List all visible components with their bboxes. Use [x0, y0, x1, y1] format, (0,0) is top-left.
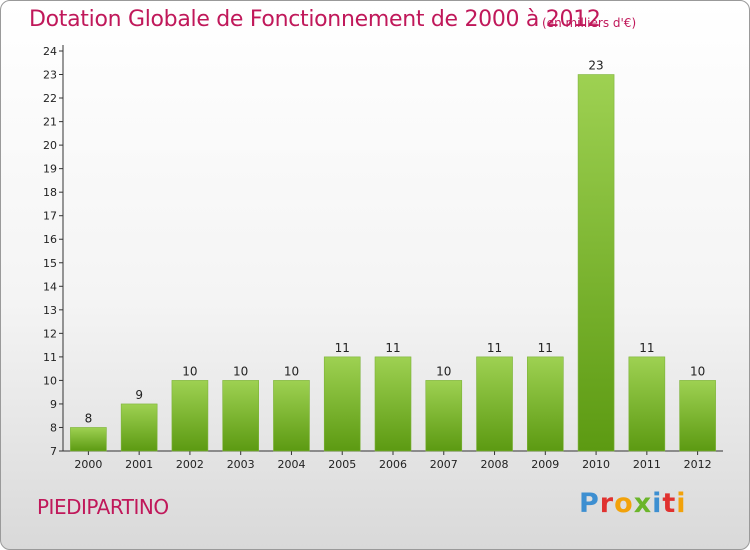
bar — [171, 380, 209, 452]
bar — [425, 380, 463, 452]
y-tick-label: 11 — [43, 351, 57, 364]
y-tick-label: 9 — [50, 398, 57, 411]
y-tick-label: 18 — [43, 186, 57, 199]
data-label: 11 — [487, 341, 502, 355]
y-tick-label: 21 — [43, 116, 57, 129]
x-tick-label: 2008 — [481, 458, 509, 471]
logo-letter: i — [652, 488, 663, 519]
y-tick-label: 10 — [43, 374, 57, 387]
x-tick-label: 2006 — [379, 458, 407, 471]
x-tick-label: 2002 — [176, 458, 204, 471]
data-label: 10 — [182, 364, 197, 378]
x-tick-label: 2007 — [430, 458, 458, 471]
data-label: 9 — [135, 388, 143, 402]
y-tick-label: 24 — [43, 45, 57, 58]
data-label: 23 — [588, 59, 603, 73]
x-tick-label: 2010 — [582, 458, 610, 471]
y-tick-label: 23 — [43, 69, 57, 82]
logo-letter: P — [579, 488, 600, 519]
bar — [577, 74, 615, 452]
bar — [323, 356, 361, 452]
y-tick-label: 17 — [43, 210, 57, 223]
x-tick-label: 2012 — [684, 458, 712, 471]
bar — [374, 356, 412, 452]
logo-letter: o — [614, 488, 634, 519]
proxiti-logo: Proxiti — [579, 488, 687, 519]
data-label: 11 — [335, 341, 350, 355]
commune-name: PIEDIPARTINO — [37, 495, 169, 519]
bar — [70, 427, 107, 452]
logo-letter: x — [633, 488, 653, 519]
bar — [628, 356, 666, 452]
data-label: 10 — [233, 364, 248, 378]
bar — [476, 356, 513, 452]
y-tick-label: 19 — [43, 163, 57, 176]
y-tick-label: 14 — [43, 280, 57, 293]
x-tick-label: 2004 — [277, 458, 305, 471]
logo-letter: t — [662, 488, 677, 519]
x-tick-label: 2005 — [328, 458, 356, 471]
y-tick-label: 22 — [43, 92, 57, 105]
x-tick-label: 2001 — [125, 458, 153, 471]
y-tick-label: 16 — [43, 233, 57, 246]
x-tick-label: 2003 — [227, 458, 255, 471]
x-tick-label: 2000 — [74, 458, 102, 471]
y-tick-label: 12 — [43, 327, 57, 340]
data-label: 8 — [85, 411, 93, 425]
logo-letter: r — [599, 488, 615, 519]
bar — [273, 380, 310, 452]
bar — [679, 380, 716, 452]
y-tick-label: 13 — [43, 304, 57, 317]
y-tick-label: 7 — [50, 445, 57, 458]
y-tick-label: 8 — [50, 421, 57, 434]
y-tick-label: 15 — [43, 257, 57, 270]
bar — [222, 380, 259, 452]
data-label: 11 — [538, 341, 553, 355]
data-label: 10 — [690, 364, 705, 378]
logo-letter: i — [676, 488, 687, 519]
y-tick-label: 20 — [43, 139, 57, 152]
x-tick-label: 2009 — [531, 458, 559, 471]
chart-title: Dotation Globale de Fonctionnement de 20… — [29, 7, 601, 32]
bar — [120, 403, 158, 452]
data-label: 11 — [639, 341, 654, 355]
bar — [527, 356, 564, 452]
data-label: 10 — [284, 364, 299, 378]
x-tick-label: 2011 — [633, 458, 661, 471]
data-label: 11 — [385, 341, 400, 355]
chart-subtitle: (en milliers d'€) — [542, 16, 637, 30]
data-label: 10 — [436, 364, 451, 378]
